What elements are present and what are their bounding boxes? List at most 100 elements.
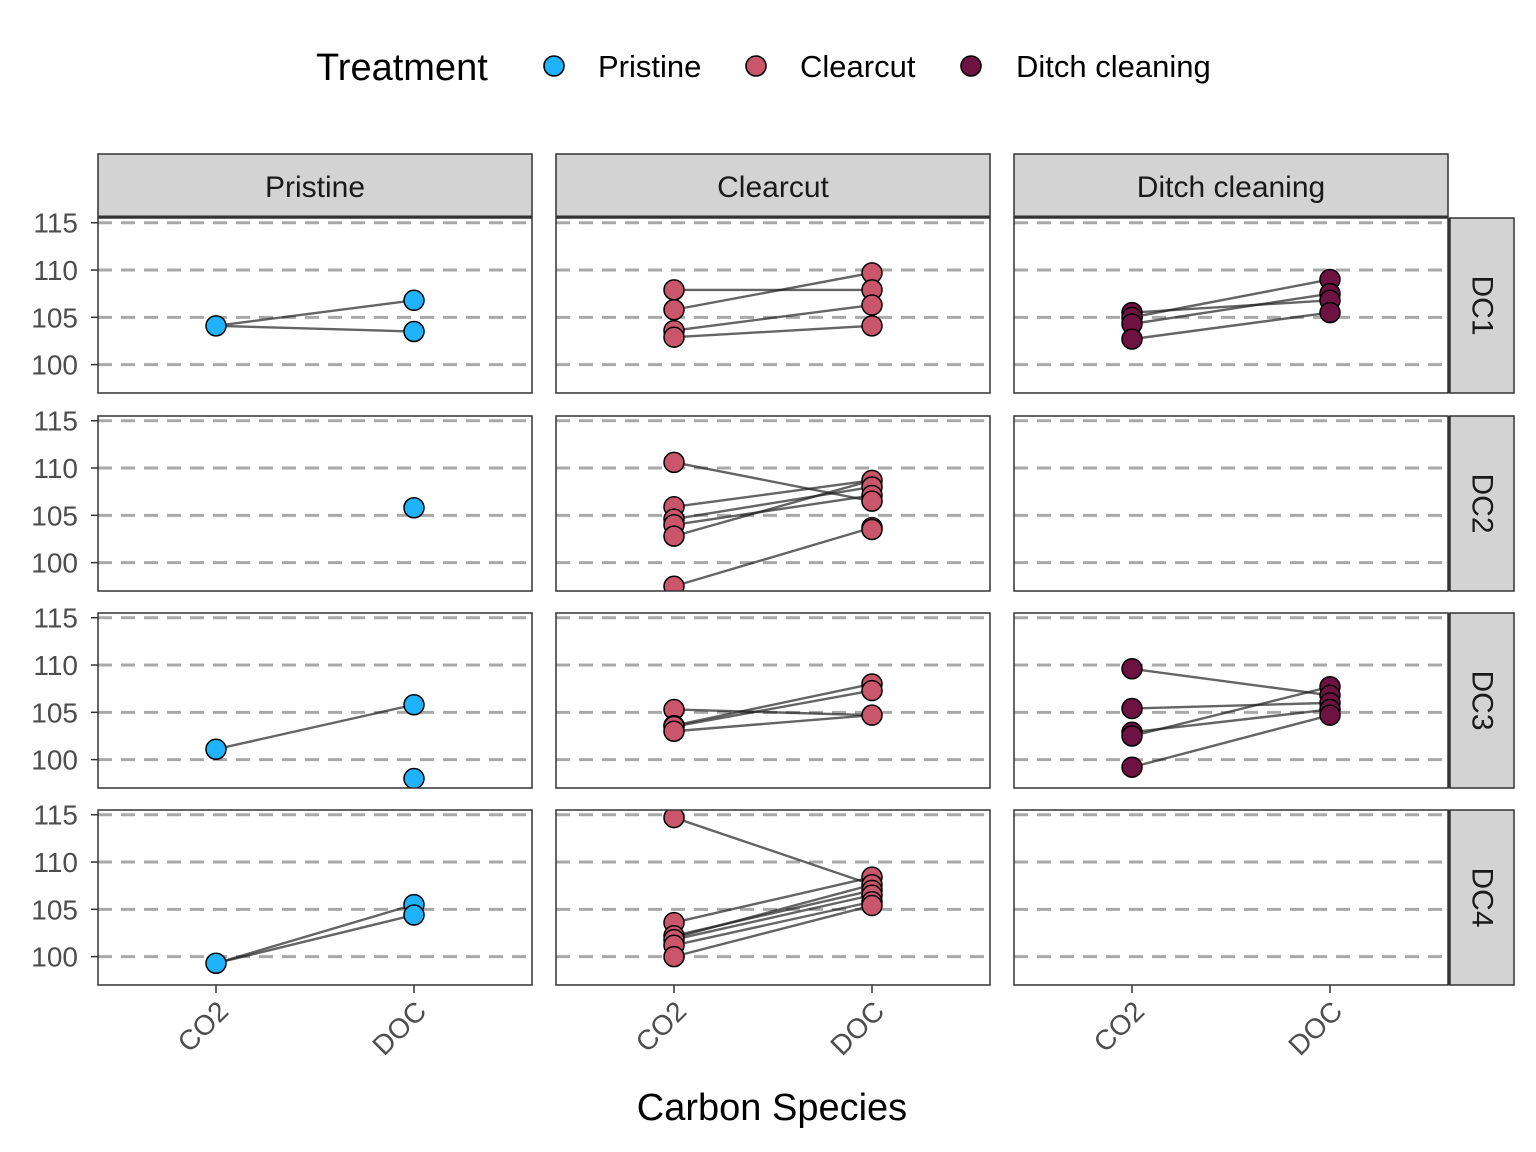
data-point — [663, 326, 685, 348]
data-point — [403, 289, 425, 312]
data-point — [1121, 697, 1143, 720]
data-point — [861, 894, 883, 917]
x-tick-label: DOC — [824, 995, 890, 1061]
pair-line — [673, 689, 873, 728]
pair-line — [673, 479, 873, 509]
panel-background — [98, 218, 532, 393]
facet-panel — [555, 612, 991, 789]
legend: Treatment Pristine Clearcut Ditch cleaning — [316, 47, 1211, 89]
data-point — [1319, 704, 1341, 726]
panel-border — [97, 809, 533, 986]
column-strip: Pristine — [97, 153, 533, 219]
x-axis-title: Carbon Species — [637, 1087, 907, 1129]
x-axes: CO2 DOC CO2 DOC CO2 DOC — [172, 985, 1348, 1061]
pair-line — [1131, 292, 1331, 326]
data-point — [205, 952, 227, 974]
y-tick-label: 105 — [31, 894, 78, 925]
legend-entries: Pristine Clearcut Ditch cleaning — [543, 49, 1211, 84]
row-strips: DC1 DC2 DC3 DC4 — [1447, 217, 1515, 986]
facet-panel — [555, 415, 991, 592]
y-tick-label: 115 — [33, 603, 78, 634]
data-point — [861, 518, 883, 541]
pair-line — [673, 893, 873, 941]
y-tick-label: 100 — [31, 350, 78, 381]
legend-label-ditch-cleaning: Ditch cleaning — [1016, 49, 1211, 84]
data-point — [663, 299, 685, 321]
data-point — [663, 279, 685, 301]
row-strip-label: DC3 — [1466, 670, 1499, 730]
pair-line — [673, 713, 873, 733]
row-strip-label: DC1 — [1466, 275, 1499, 335]
facet-panel — [1013, 612, 1449, 789]
legend-label-pristine: Pristine — [598, 49, 701, 84]
row-strip: DC1 — [1447, 217, 1515, 394]
pair-line — [673, 708, 873, 717]
y-tick-label: 110 — [33, 453, 78, 484]
pair-line — [215, 703, 415, 751]
pair-line — [673, 479, 873, 538]
x-tick-label: CO2 — [630, 995, 693, 1058]
pair-line — [215, 324, 415, 333]
data-point — [663, 451, 685, 474]
panel-background — [98, 416, 532, 591]
column-strip-label: Clearcut — [717, 171, 829, 204]
x-axis: CO2 DOC — [172, 985, 432, 1061]
y-axis: 100 105 110 115 — [31, 603, 98, 776]
row-strip-label: DC2 — [1466, 473, 1499, 533]
y-tick-label: 110 — [33, 650, 78, 681]
y-axis: 100 105 110 115 — [31, 208, 98, 381]
y-axes: 1001051101151001051101151001051101151001… — [31, 208, 98, 973]
y-axis: 100 105 110 115 — [31, 406, 98, 579]
data-point — [663, 945, 685, 968]
x-axis: CO2 DOC — [630, 985, 890, 1061]
pair-line — [673, 485, 873, 521]
panel-background — [556, 218, 990, 393]
x-tick-label: CO2 — [1088, 995, 1151, 1058]
data-point — [1121, 328, 1143, 350]
y-tick-label: 105 — [31, 302, 78, 333]
panel-background — [556, 810, 990, 985]
pair-line — [1131, 667, 1331, 697]
facet-panel — [555, 217, 991, 394]
row-strip: DC2 — [1447, 415, 1515, 592]
pair-line — [1131, 714, 1331, 769]
row-strip: DC3 — [1447, 612, 1515, 789]
column-strip-label: Ditch cleaning — [1137, 171, 1325, 204]
data-point — [861, 704, 883, 726]
y-tick-label: 100 — [31, 548, 78, 579]
facet-panel — [1013, 217, 1449, 394]
data-point — [663, 525, 685, 547]
row-strip: DC4 — [1447, 809, 1515, 986]
pair-line — [1131, 311, 1331, 341]
legend-key-ditch-cleaning — [960, 55, 982, 77]
data-point — [1121, 725, 1143, 747]
facet-panels — [97, 217, 1449, 986]
x-tick-label: DOC — [366, 995, 432, 1061]
facet-panel — [97, 217, 533, 394]
y-tick-label: 115 — [33, 800, 78, 831]
facet-panel — [97, 809, 533, 986]
data-point — [861, 679, 883, 702]
data-point — [861, 294, 883, 316]
data-point — [403, 904, 425, 926]
data-point — [663, 720, 685, 742]
panel-background — [1014, 810, 1448, 985]
panel-border — [97, 415, 533, 592]
facet-panel — [97, 415, 533, 592]
legend-label-clearcut: Clearcut — [800, 49, 916, 84]
x-axis: CO2 DOC — [1088, 985, 1348, 1061]
pair-line — [215, 299, 415, 328]
pair-line — [215, 903, 415, 965]
data-point — [1121, 756, 1143, 778]
y-tick-label: 105 — [31, 697, 78, 728]
facet-panel — [1013, 809, 1449, 986]
panel-border — [555, 809, 991, 986]
data-point — [1319, 301, 1341, 324]
panel-background — [1014, 613, 1448, 788]
pair-line — [1131, 278, 1331, 319]
pair-line — [1131, 685, 1331, 738]
data-point — [663, 575, 685, 591]
facet-panel — [555, 809, 991, 986]
legend-title: Treatment — [316, 47, 488, 89]
